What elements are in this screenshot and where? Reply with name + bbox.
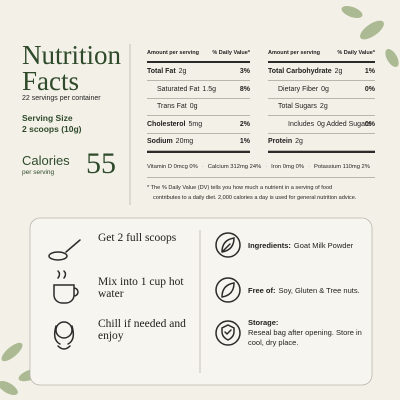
dv-header: % Daily Value* <box>212 50 250 56</box>
nutrient-row: Includes 0g Added Sugars 0% <box>268 116 375 134</box>
nutrient-row: Total Sugars 2g <box>268 98 375 116</box>
nutrient-label: Sodium <box>147 138 173 145</box>
step: Get 2 full scoops <box>98 232 177 244</box>
rule <box>147 61 250 63</box>
nutrient-amount: 0g <box>321 85 329 93</box>
vitamin: Potassium 110mg 2% <box>313 164 370 170</box>
nutrient-row: Dietary Fiber 0g 0% <box>268 81 375 99</box>
nutrient-row: Cholesterol 5mg 2% <box>147 116 250 134</box>
info-text: Soy, Gluten & Tree nuts. <box>278 286 360 295</box>
footnote: contributes to a daily diet. 2,000 calor… <box>153 195 357 201</box>
nutrient-amount: 2g <box>178 68 187 75</box>
info-item: Ingredients: Goat Milk Powder <box>248 241 363 251</box>
serving-size: 2 scoops (10g) <box>22 124 82 134</box>
nutrient-row: Total Fat 2g 3% <box>147 63 250 81</box>
rule <box>147 151 250 153</box>
nutrient-label: Trans Fat <box>157 103 187 110</box>
serving-size-label: Serving Size <box>22 113 73 123</box>
nutrient-row: Sodium 20mg 1% <box>147 133 250 151</box>
nutrient-label: Total Sugars <box>278 103 317 110</box>
nutrient-label: Cholesterol <box>147 120 186 128</box>
separator: · <box>201 164 204 170</box>
nutrient-amount: 2g <box>295 138 303 145</box>
nutrient-label: Protein <box>268 138 293 145</box>
separator: · <box>308 164 310 170</box>
info-text: Goat Milk Powder <box>293 241 354 250</box>
title-line: Nutrition <box>22 40 121 70</box>
nutrient-amount: 0g <box>189 103 198 110</box>
nutrient-label: Dietary Fiber <box>278 85 319 93</box>
info-label: Free of: <box>248 286 276 295</box>
nutrient-row: Trans Fat 0g <box>147 98 250 116</box>
nutrient-label: Total Fat <box>147 68 176 75</box>
step: Chill if needed and enjoy <box>98 318 186 342</box>
daily-value: 2% <box>239 120 250 128</box>
nutrient-amount: 5mg <box>188 120 203 128</box>
nutrient-row: Saturated Fat 1.5g 8% <box>147 81 250 99</box>
daily-value: 0% <box>364 120 375 128</box>
daily-value: 0% <box>364 85 375 93</box>
nutrient-amount: 0g Added Sugars <box>317 120 371 128</box>
info-item: Free of: Soy, Gluten & Tree nuts. <box>248 286 363 296</box>
vitamins: Vitamin D 0mcg 0% · Calcium 312mg 24% · Iron… <box>147 164 370 170</box>
amount-header: Amount per serving <box>268 50 320 56</box>
nutrient-amount: 2g <box>319 103 328 110</box>
title: Nutrition Facts <box>22 40 121 96</box>
info-label: Ingredients: <box>248 241 291 250</box>
vitamin: Iron 0mg 0% <box>271 164 305 170</box>
vitamin: Calcium 312mg 24% <box>207 164 262 170</box>
nutrient-label: Saturated Fat <box>157 85 200 93</box>
calories-sub: per serving <box>22 169 55 176</box>
step: Mix into 1 cup hot water <box>98 276 184 300</box>
nutrient-amount: 1.5g <box>202 85 217 93</box>
servings: 22 servings per container <box>22 95 101 102</box>
nutrient-row: Protein 2g <box>268 133 375 151</box>
dv-header: % Daily Value* <box>337 50 375 56</box>
footnote: * The % Daily Value (DV) tells you how m… <box>147 185 333 191</box>
rule <box>147 177 375 178</box>
nutrient-amount: 20mg <box>175 138 194 145</box>
calories-label: Calories <box>22 153 70 168</box>
nutrient-amount: 2g <box>334 68 343 75</box>
daily-value: 3% <box>239 68 250 75</box>
daily-value: 8% <box>239 85 250 93</box>
title-line: Facts <box>22 66 79 96</box>
info-label: Storage: <box>248 318 279 327</box>
daily-value: 1% <box>239 138 250 145</box>
separator: · <box>265 164 268 170</box>
nutrient-row: Total Carbohydrate 2g 1% <box>268 63 375 81</box>
nutrient-label: Includes <box>288 120 315 128</box>
vitamin: Vitamin D 0mcg 0% <box>147 164 198 170</box>
daily-value: 1% <box>364 68 375 75</box>
info-item: Storage: Reseal bag after opening. Store … <box>248 318 363 348</box>
info-text: Reseal bag after opening. Store in cool,… <box>248 328 362 347</box>
amount-header: Amount per serving <box>147 50 199 56</box>
nutrient-label: Total Carbohydrate <box>268 68 332 75</box>
rule <box>268 61 375 63</box>
rule <box>268 151 375 153</box>
calories: 55 <box>86 147 116 180</box>
